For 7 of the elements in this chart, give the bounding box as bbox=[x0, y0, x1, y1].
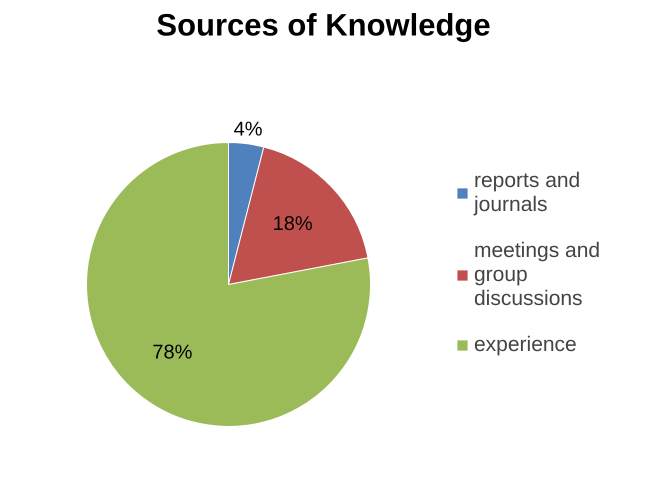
data-label: 78% bbox=[152, 341, 193, 364]
chart-title: Sources of Knowledge bbox=[156, 8, 491, 42]
legend-label: experience bbox=[474, 333, 577, 357]
data-label: 18% bbox=[272, 213, 313, 236]
data-label: 4% bbox=[234, 118, 263, 141]
legend-label: reports and journals bbox=[474, 169, 580, 217]
legend-label: meetings and group discussions bbox=[474, 239, 600, 311]
